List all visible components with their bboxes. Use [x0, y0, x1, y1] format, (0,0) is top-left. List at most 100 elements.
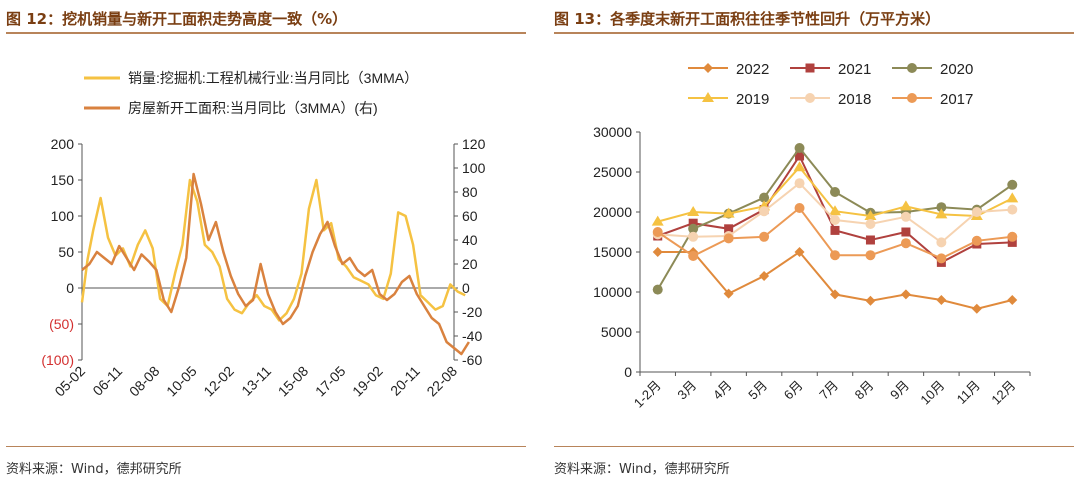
point-2017 — [1007, 231, 1018, 242]
point-2022 — [723, 288, 734, 299]
legend-label-2022: 2022 — [736, 61, 769, 78]
point-2017 — [794, 203, 805, 213]
point-2021 — [830, 225, 840, 235]
legend-label-2021: 2021 — [838, 61, 871, 78]
legend-marker-2022 — [703, 63, 713, 73]
right-tick-label: -40 — [462, 328, 482, 344]
left-tick-label: 0 — [66, 280, 74, 296]
point-2019 — [864, 210, 877, 220]
x-tick-label: 17-05 — [312, 363, 349, 400]
point-2022 — [900, 289, 911, 300]
x-tick-label: 05-02 — [51, 363, 88, 400]
figure-13-title: 图 13：各季度末新开工面积往往季节性回升（万平方米） — [554, 10, 941, 28]
x-tick-label: 6月 — [781, 378, 806, 403]
x-tick-label: 7月 — [816, 378, 841, 403]
x-tick-label: 1-2月 — [631, 378, 664, 411]
left-tick-label: (50) — [49, 316, 74, 332]
point-2019 — [829, 205, 841, 216]
x-tick-label: 10月 — [917, 378, 947, 408]
point-2017 — [936, 253, 947, 264]
point-2018 — [936, 237, 947, 248]
right-tick-label: 0 — [462, 280, 470, 296]
point-2020 — [830, 187, 840, 197]
left-tick-label: 200 — [51, 136, 75, 152]
figure-12-title: 图 12：挖机销量与新开工面积走势高度一致（%） — [6, 10, 348, 28]
y-tick-label: 10000 — [593, 284, 632, 300]
point-2021 — [724, 224, 734, 234]
figure-13-chart: 2022 2021 2020 2019 2018 2017 30000 25000 20000 1… — [593, 61, 1031, 411]
y-tick-label: 20000 — [593, 204, 632, 220]
point-2022 — [759, 271, 770, 281]
x-tick-label: 20-11 — [387, 363, 423, 399]
right-tick-label: -20 — [462, 304, 482, 320]
point-2021 — [795, 151, 805, 161]
x-tick-label: 13-11 — [238, 363, 274, 399]
point-2022 — [652, 247, 663, 257]
legend-marker-2019 — [702, 92, 714, 102]
point-2017 — [900, 238, 911, 249]
x-tick-label: 11月 — [954, 378, 983, 407]
point-2022 — [1007, 295, 1018, 305]
legend-marker-2017 — [907, 93, 917, 103]
left-tick-label: (100) — [41, 352, 74, 368]
legend-marker-2020 — [907, 63, 917, 73]
legend-label-2019: 2019 — [736, 91, 769, 108]
point-2017 — [865, 250, 876, 261]
figure-13-source: 资料来源：Wind，德邦研究所 — [554, 462, 730, 477]
point-2019 — [1006, 192, 1019, 203]
point-2018 — [688, 231, 699, 242]
point-2019 — [793, 161, 806, 172]
point-2020 — [688, 223, 699, 234]
x-tick-label: 10-05 — [163, 363, 200, 400]
point-2018 — [759, 206, 770, 217]
point-2019 — [899, 200, 912, 211]
y-tick-label: 15000 — [593, 244, 632, 260]
point-2019 — [722, 207, 735, 218]
right-tick-label: -60 — [462, 352, 482, 368]
left-tick-label: 100 — [51, 208, 75, 224]
point-2017 — [652, 227, 663, 237]
legend-label-1: 销量:挖掘机:工程机械行业:当月同比（3MMA） — [128, 70, 418, 86]
point-2017 — [723, 233, 734, 244]
point-2017 — [759, 231, 770, 242]
point-2019 — [651, 215, 664, 226]
right-tick-label: 20 — [462, 256, 478, 272]
series-line-2022 — [657, 250, 1013, 310]
x-tick-label: 06-11 — [89, 363, 125, 399]
y-tick-label: 25000 — [593, 164, 632, 180]
point-2020 — [794, 143, 805, 153]
y-tick-label: 5000 — [601, 324, 632, 340]
series-line-1 — [80, 178, 466, 322]
y-tick-label: 30000 — [593, 124, 632, 140]
point-2021 — [1007, 237, 1017, 247]
left-tick-label: 150 — [51, 172, 75, 188]
point-2020 — [652, 284, 663, 295]
x-tick-label: 5月 — [745, 378, 770, 403]
point-2019 — [687, 206, 700, 216]
point-2021 — [865, 235, 875, 245]
right-tick-label: 100 — [462, 160, 486, 176]
point-2017 — [830, 250, 840, 261]
point-2018 — [1007, 204, 1018, 215]
point-2017 — [688, 251, 699, 261]
point-2020 — [759, 192, 770, 203]
point-2018 — [830, 215, 840, 225]
x-tick-label: 3月 — [674, 378, 699, 403]
point-2020 — [1007, 179, 1018, 190]
legend-marker-2018 — [805, 93, 815, 103]
figure-13-top-rule — [554, 32, 1074, 34]
x-tick-label: 15-08 — [275, 363, 312, 400]
point-2018 — [794, 178, 805, 189]
point-2019 — [935, 208, 948, 219]
right-tick-label: 40 — [462, 232, 478, 248]
point-2022 — [865, 295, 876, 306]
legend-label-2018: 2018 — [838, 91, 871, 108]
point-2018 — [900, 211, 911, 222]
legend-label-2020: 2020 — [940, 61, 973, 78]
series-line-2 — [81, 172, 470, 356]
figure-12-chart: 销量:挖掘机:工程机械行业:当月同比（3MMA） 房屋新开工面积:当月同比（3MM… — [41, 70, 486, 400]
point-2018 — [971, 207, 982, 217]
right-tick-label: 80 — [462, 184, 478, 200]
point-2022 — [830, 289, 840, 300]
point-2018 — [865, 219, 876, 229]
